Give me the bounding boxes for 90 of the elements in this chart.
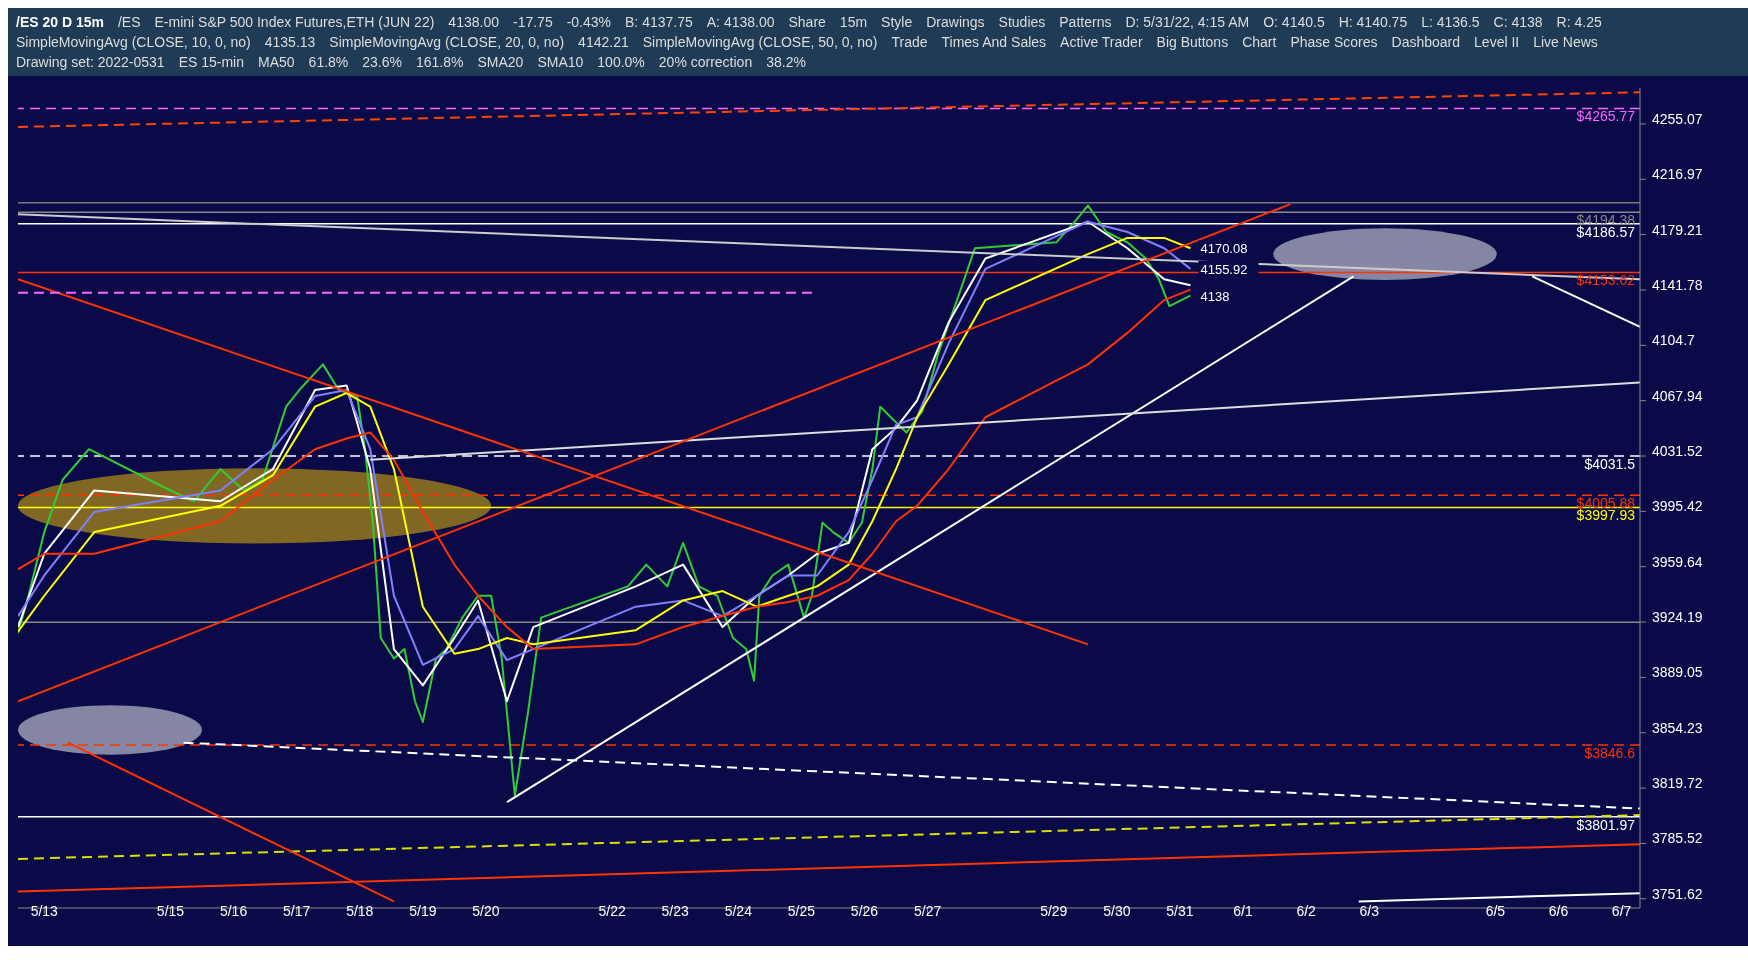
text: Active Trader — [1060, 34, 1143, 50]
text: /ES — [117, 14, 141, 30]
x-tick-label: 6/2 — [1296, 903, 1317, 919]
text: Trade — [891, 34, 928, 50]
x-tick-label: 5/24 — [724, 903, 753, 919]
text: -17.75 — [512, 14, 553, 30]
x-tick-label: 5/29 — [1040, 903, 1068, 919]
y-tick-label: 3854.23 — [1652, 719, 1703, 736]
x-tick-label: 5/25 — [787, 903, 816, 919]
x-tick-label: 5/22 — [598, 903, 626, 919]
y-tick-label: 4141.78 — [1652, 276, 1703, 293]
text: SMA20 — [477, 54, 524, 70]
text: Chart — [1242, 34, 1277, 50]
text: Big Buttons — [1156, 34, 1229, 50]
text: 161.8% — [416, 54, 464, 70]
x-tick-label: 5/13 — [30, 903, 59, 919]
x-tick-label: 6/7 — [1611, 903, 1632, 919]
text: 23.6% — [362, 54, 402, 70]
y-tick-label: 3785.52 — [1652, 830, 1703, 847]
y-tick-label: 4031.52 — [1652, 443, 1703, 460]
text: L: 4136.5 — [1421, 14, 1480, 30]
text: 4138.00 — [448, 14, 499, 30]
text: 15m — [839, 14, 868, 30]
text: Patterns — [1059, 14, 1112, 30]
x-tick-label: 5/18 — [346, 903, 374, 919]
text: 100.0% — [597, 54, 645, 70]
text: E-mini S&P 500 Index Futures,ETH (JUN 22) — [154, 14, 435, 30]
x-tick-label: 5/16 — [219, 903, 248, 919]
text: Share — [788, 14, 826, 30]
ref-line-label: $3801.97 — [1576, 816, 1636, 833]
text: O: 4140.5 — [1263, 14, 1325, 30]
text: D: 5/31/22, 4:15 AM — [1125, 14, 1250, 30]
text: Phase Scores — [1290, 34, 1378, 50]
y-tick-label: 3751.62 — [1652, 885, 1703, 902]
ref-line-label: $4265.77 — [1576, 108, 1636, 125]
text: Level II — [1474, 34, 1520, 50]
x-tick-label: 6/3 — [1359, 903, 1380, 919]
x-tick-label: 5/20 — [472, 903, 500, 919]
text: MA50 — [258, 54, 295, 70]
text: SimpleMovingAvg (CLOSE, 50, 0, no) — [642, 34, 878, 50]
x-tick-label: 6/1 — [1233, 903, 1253, 919]
text: SMA10 — [537, 54, 584, 70]
text: 4135.13 — [264, 34, 316, 50]
y-tick-label: 3924.19 — [1652, 609, 1703, 626]
text: Dashboard — [1391, 34, 1461, 50]
text: SimpleMovingAvg (CLOSE, 10, 0, no) — [16, 34, 251, 50]
ref-line-label: $4005.88 — [1576, 495, 1636, 512]
y-tick-label: 4067.94 — [1652, 387, 1703, 404]
y-tick-label: 3959.64 — [1652, 553, 1703, 570]
y-tick-label: 3995.42 — [1652, 498, 1703, 515]
y-tick-label: 4255.07 — [1652, 110, 1703, 127]
x-tick-label: 5/17 — [283, 903, 311, 919]
text: 38.2% — [766, 54, 806, 70]
y-tick-label: 4179.21 — [1652, 221, 1703, 238]
text: Drawings — [926, 14, 985, 30]
x-tick-label: 6/5 — [1485, 903, 1506, 919]
y-tick-label: 3819.72 — [1652, 775, 1703, 792]
text: 20% correction — [658, 54, 753, 70]
text: B: 4137.75 — [625, 14, 693, 30]
annotation: 4155.92 — [1200, 261, 1248, 277]
x-tick-label: 5/19 — [409, 903, 437, 919]
text: 61.8% — [308, 54, 349, 70]
x-tick-label: 5/26 — [850, 903, 879, 919]
x-tick-label: 5/31 — [1166, 903, 1194, 919]
x-tick-label: 6/6 — [1548, 903, 1569, 919]
annotation: 4138 — [1200, 288, 1230, 304]
text: -0.43% — [566, 14, 612, 30]
chart-title: /ES 20 D 15m — [16, 14, 104, 30]
text: SimpleMovingAvg (CLOSE, 20, 0, no) — [329, 34, 565, 50]
ref-line-label: $4031.5 — [1584, 455, 1636, 472]
text: Style — [881, 14, 913, 30]
text: Drawing set: 2022-0531 — [16, 54, 165, 70]
text: C: 4138 — [1493, 14, 1543, 30]
text: H: 4140.75 — [1338, 14, 1408, 30]
text: R: 4.25 — [1556, 14, 1602, 30]
text: Live News — [1533, 34, 1598, 50]
x-tick-label: 5/27 — [913, 903, 942, 919]
y-tick-label: 4104.7 — [1652, 332, 1696, 349]
y-tick-label: 4216.97 — [1652, 166, 1703, 183]
text: Times And Sales — [941, 34, 1047, 50]
text: A: 4138.00 — [706, 14, 775, 30]
y-tick-label: 3889.05 — [1652, 664, 1703, 681]
annotation: 4170.08 — [1200, 241, 1248, 257]
x-tick-label: 5/23 — [661, 903, 690, 919]
x-tick-label: 5/15 — [156, 903, 185, 919]
ref-line-label: $3846.6 — [1584, 744, 1636, 761]
text: 4142.21 — [578, 34, 629, 50]
x-tick-label: 5/30 — [1103, 903, 1131, 919]
text: ES 15-min — [178, 54, 245, 70]
text: Studies — [998, 14, 1046, 30]
